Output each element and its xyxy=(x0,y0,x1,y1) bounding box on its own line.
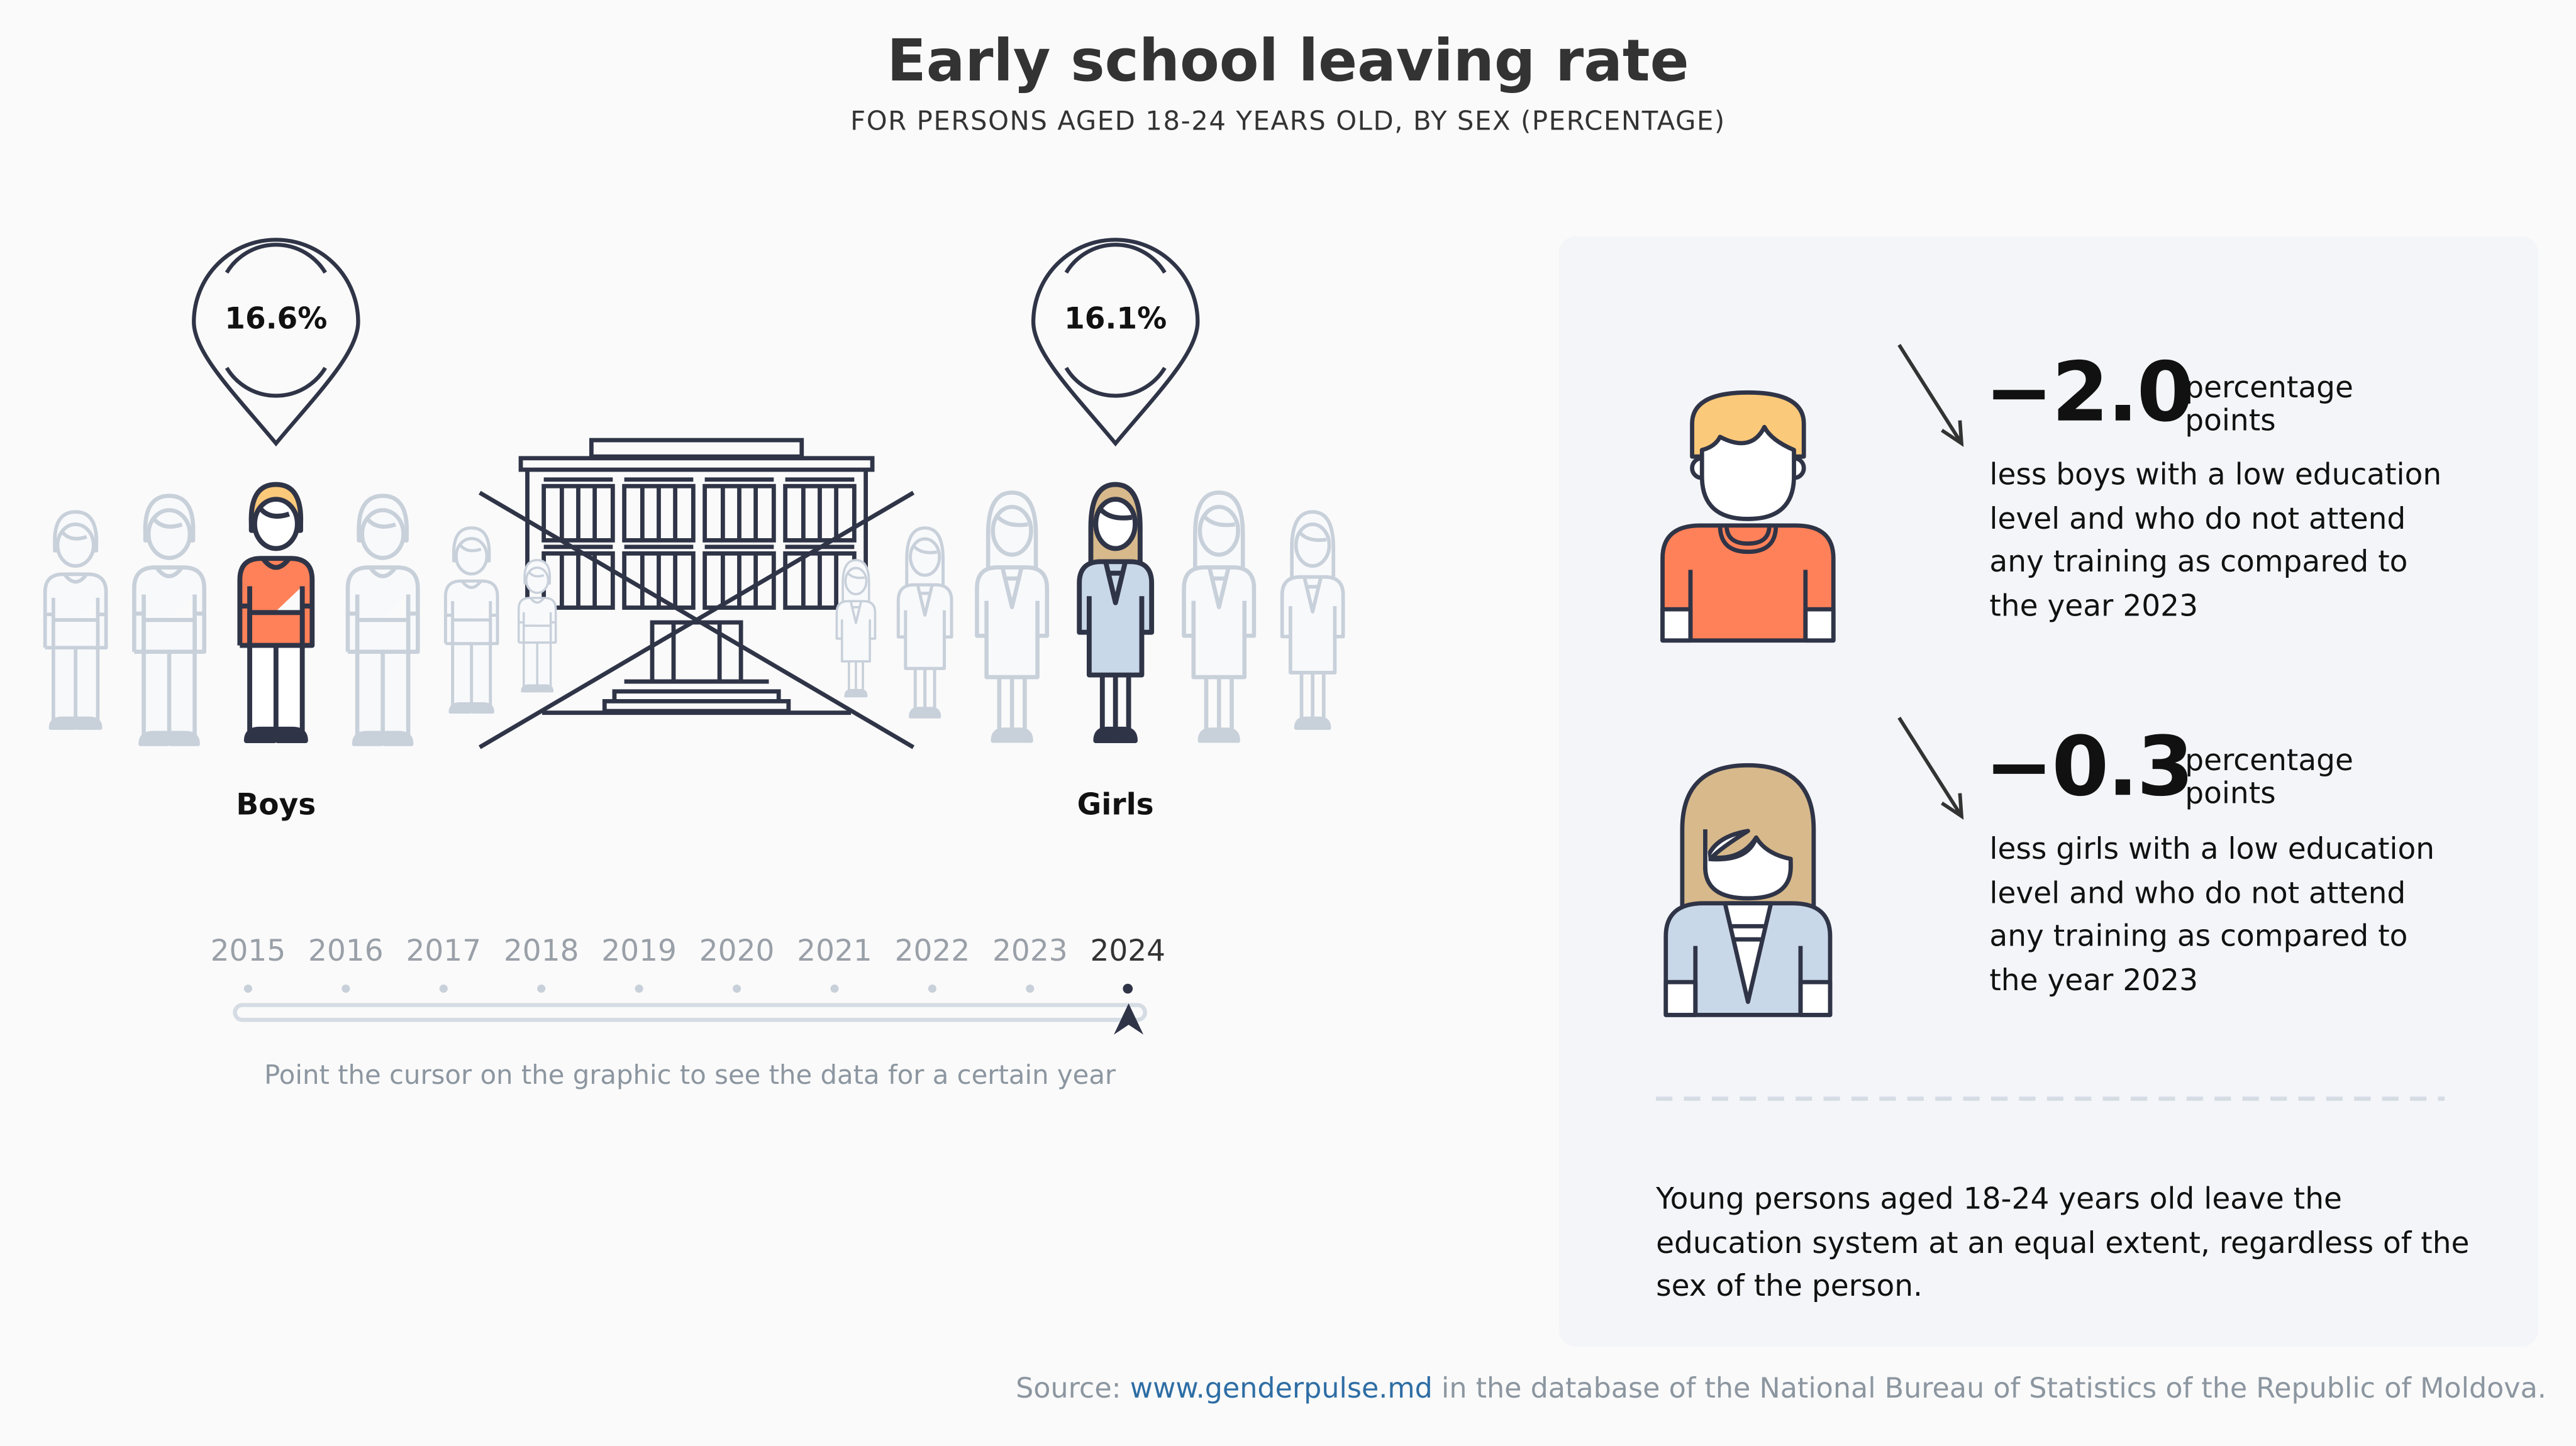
girls-unit: percentage points xyxy=(2185,744,2415,812)
girls-change-value: −0.3 xyxy=(1984,719,2194,815)
boys-change-value: −2.0 xyxy=(1984,345,2194,441)
timeline-dot xyxy=(635,985,643,993)
boy-figure-highlighted xyxy=(237,482,315,744)
page-subtitle: FOR PERSONS AGED 18-24 YEARS OLD, BY SEX… xyxy=(850,105,1726,136)
timeline-dot xyxy=(439,985,448,993)
boys-rate-value: 16.6% xyxy=(225,302,328,337)
girl-avatar-icon xyxy=(1663,763,1833,1017)
summary-text: Young persons aged 18-24 years old leave… xyxy=(1656,1182,2470,1305)
timeline-year-2024[interactable]: 2024 xyxy=(1090,934,1166,969)
boys-unit-line1: percentage xyxy=(2185,371,2353,406)
girls-pin xyxy=(1031,238,1200,447)
timeline-dot xyxy=(341,985,350,993)
boy-figure xyxy=(132,494,207,746)
girls-unit-line1: percentage xyxy=(2185,744,2353,779)
timeline-year-2017[interactable]: 2017 xyxy=(406,934,482,969)
timeline-dot xyxy=(243,985,252,993)
timeline-year-2020[interactable]: 2020 xyxy=(699,934,775,969)
timeline-year-2016[interactable]: 2016 xyxy=(308,934,384,969)
school-building-crossed-icon xyxy=(479,438,915,749)
girl-figure xyxy=(835,559,877,698)
timeline-year-2015[interactable]: 2015 xyxy=(210,934,286,969)
boy-figure xyxy=(517,559,557,693)
girls-rate-value: 16.1% xyxy=(1064,302,1167,337)
boy-avatar-icon xyxy=(1660,390,1836,643)
boys-change-description: less boys with a low education level and… xyxy=(1989,458,2442,624)
timeline-year-2019[interactable]: 2019 xyxy=(601,934,677,969)
girls-label: Girls xyxy=(1077,788,1154,823)
source-prefix: Source: xyxy=(1016,1372,1130,1406)
timeline-dot xyxy=(928,985,936,993)
timeline-dot xyxy=(733,985,741,993)
timeline-handle-arrow-icon[interactable] xyxy=(1114,1003,1144,1035)
timeline-year-2023[interactable]: 2023 xyxy=(992,934,1068,969)
timeline-dot xyxy=(1123,983,1133,994)
timeline-year-2018[interactable]: 2018 xyxy=(503,934,579,969)
girl-figure xyxy=(1182,490,1257,743)
timeline-year-2022[interactable]: 2022 xyxy=(894,934,970,969)
timeline-dot xyxy=(537,985,546,993)
girl-figure xyxy=(1280,510,1345,730)
boy-figure xyxy=(345,494,420,746)
girls-change-description: less girls with a low education level an… xyxy=(1989,832,2435,998)
boys-unit-line2: points xyxy=(2185,404,2276,439)
boys-unit: percentage points xyxy=(2185,371,2415,439)
timeline-year-2021[interactable]: 2021 xyxy=(797,934,872,969)
girls-decrease-arrow-icon xyxy=(1897,716,1964,820)
timeline-dot xyxy=(1026,985,1035,993)
boys-label: Boys xyxy=(236,788,316,823)
boy-figure xyxy=(443,526,499,714)
boy-figure xyxy=(43,510,108,730)
girl-figure xyxy=(896,526,953,719)
girls-unit-line2: points xyxy=(2185,776,2276,812)
timeline-dot xyxy=(830,985,839,993)
timeline-slider-track[interactable] xyxy=(233,1003,1147,1022)
girl-figure-highlighted xyxy=(1077,482,1155,744)
source-suffix: in the database of the National Bureau o… xyxy=(1432,1372,2546,1406)
page-title: Early school leaving rate xyxy=(887,30,1689,96)
timeline-hint: Point the cursor on the graphic to see t… xyxy=(264,1059,1116,1091)
boys-decrease-arrow-icon xyxy=(1897,344,1964,447)
boys-pin xyxy=(192,238,360,447)
source-link[interactable]: www.genderpulse.md xyxy=(1130,1372,1433,1406)
source-note: Source: www.genderpulse.md in the databa… xyxy=(1016,1373,2546,1406)
girl-figure xyxy=(975,490,1050,743)
